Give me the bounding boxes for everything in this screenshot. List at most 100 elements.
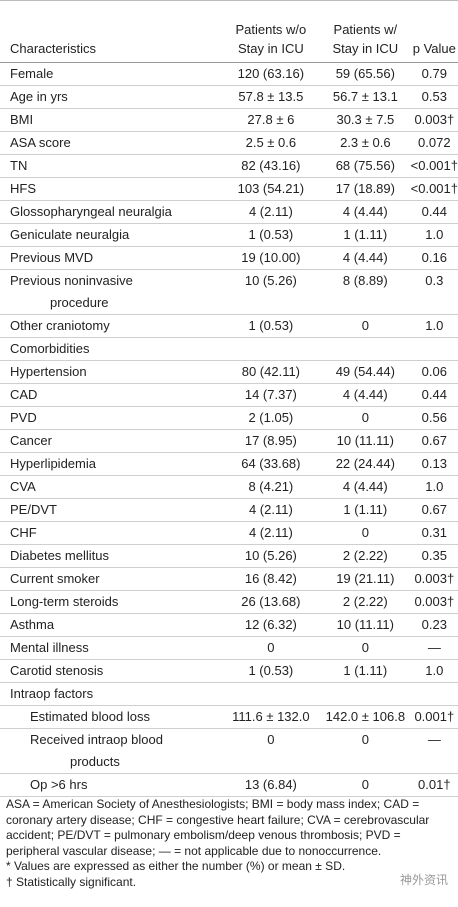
table-cell: 0.53 [410,85,458,109]
table-row: Previous MVD 19 (10.00) 4 (4.44) 0.16 [0,246,458,270]
table-cell: 0.01† [410,773,458,797]
table-cell: 2 (2.22) [320,590,411,614]
cell-line: Previous noninvasive [10,273,133,288]
watermark: 神外资讯 [399,873,448,887]
table-row: BMI 27.8 ± 6 30.3 ± 7.5 0.003† [0,108,458,132]
table-cell: 0.44 [410,200,458,224]
table-cell: Diabetes mellitus [0,544,222,568]
table-cell: 1 (0.53) [221,223,321,247]
cell-line: Stay in ICU [237,41,304,56]
table-cell [221,682,321,706]
table-cell: 19 (10.00) [221,246,321,270]
table-cell [221,337,321,361]
table-row: Diabetes mellitus 10 (5.26) 2 (2.22) 0.35 [0,544,458,568]
table-cell: Previous noninvasive procedure [0,269,222,315]
table-cell: 0 [320,728,411,774]
footnote: ASA = American Society of Anesthesiologi… [6,797,430,858]
cell-line: Characteristics [10,41,96,56]
table-row: Other craniotomy 1 (0.53) 0 1.0 [0,314,458,338]
table-cell: 0.003† [410,108,458,132]
table-cell: 120 (63.16) [221,62,321,86]
table-cell: 17 (18.89) [320,177,411,201]
table-row: CVA 8 (4.21) 4 (4.44) 1.0 [0,475,458,499]
table-cell: — [410,636,458,660]
table-row: Estimated blood loss 111.6 ± 132.0 142.0 ±… [0,705,458,729]
table-cell: Received intraop blood products [0,728,222,774]
table-cell: Op >6 hrs [0,773,222,797]
table-cell: 0 [320,636,411,660]
table-cell: 10 (11.11) [320,613,411,637]
table-cell: 0.003† [410,590,458,614]
table-cell: Asthma [0,613,222,637]
table-cell [410,682,458,706]
cell-line: procedure [50,295,109,310]
table-cell: Female [0,62,222,86]
table-row: Long-term steroids 26 (13.68) 2 (2.22) 0.00… [0,590,458,614]
table-cell: 0.23 [410,613,458,637]
table-cell: 4 (4.44) [320,246,411,270]
table-cell: 13 (6.84) [221,773,321,797]
table-cell: 1 (0.53) [221,659,321,683]
table-cell [320,682,411,706]
table-cell: Geniculate neuralgia [0,223,222,247]
table-cell: ASA score [0,131,222,155]
table-cell: 82 (43.16) [221,154,321,178]
table-cell: 1 (1.11) [320,498,411,522]
table-cell: 0 [320,406,411,430]
table-row: ASA score 2.5 ± 0.6 2.3 ± 0.6 0.072 [0,131,458,155]
table-row: Previous noninvasive procedure 10 (5.26) 8 … [0,269,458,315]
table-row: CHF 4 (2.11) 0 0.31 [0,521,458,545]
table-cell: CAD [0,383,222,407]
table-cell: 80 (42.11) [221,360,321,384]
table-cell [320,337,411,361]
table-cell: CVA [0,475,222,499]
table-row: Cancer 17 (8.95) 10 (11.11) 0.67 [0,429,458,453]
table-cell: 0.001† [410,705,458,729]
data-table: Characteristics Patients w/o Stay in ICU Pa… [0,0,458,797]
table-cell: 57.8 ± 13.5 [221,85,321,109]
table-cell: TN [0,154,222,178]
table-cell: 59 (65.56) [320,62,411,86]
table-cell: 0 [320,314,411,338]
table-cell: 0 [221,728,321,774]
table-cell: Age in yrs [0,85,222,109]
table-cell: 4 (2.11) [221,200,321,224]
table-row: Current smoker 16 (8.42) 19 (21.11) 0.003† [0,567,458,591]
table-cell: 68 (75.56) [320,154,411,178]
table-cell: 1.0 [410,223,458,247]
table-cell: 0.67 [410,429,458,453]
table-row: Op >6 hrs 13 (6.84) 0 0.01† [0,773,458,797]
table-cell: 0.3 [410,269,458,315]
table-cell: Cancer [0,429,222,453]
table-cell: 103 (54.21) [221,177,321,201]
table-cell: Other craniotomy [0,314,222,338]
table-cell: 1 (1.11) [320,223,411,247]
table-cell: 0 [320,521,411,545]
table-cell: 4 (4.44) [320,200,411,224]
table-cell: 30.3 ± 7.5 [320,108,411,132]
table-cell: Hypertension [0,360,222,384]
table-cell: Mental illness [0,636,222,660]
cell-line: Received intraop blood [30,732,163,747]
table-cell: Glossopharyngeal neuralgia [0,200,222,224]
table-cell: PVD [0,406,222,430]
cell-line: Patients w/ [333,22,398,37]
table-cell: 14 (7.37) [221,383,321,407]
table-cell: 2.5 ± 0.6 [221,131,321,155]
table-row: PVD 2 (1.05) 0 0.56 [0,406,458,430]
table-row: Geniculate neuralgia 1 (0.53) 1 (1.11) 1.0 [0,223,458,247]
table-cell: 1.0 [410,314,458,338]
table-cell: <0.001† [410,177,458,201]
table-cell: 49 (54.44) [320,360,411,384]
table-cell: 0.13 [410,452,458,476]
table-cell: 0.31 [410,521,458,545]
table-cell: 2 (1.05) [221,406,321,430]
table-cell: Hyperlipidemia [0,452,222,476]
table-row: Hyperlipidemia 64 (33.68) 22 (24.44) 0.13 [0,452,458,476]
table-cell: 16 (8.42) [221,567,321,591]
table-cell: 8 (8.89) [320,269,411,315]
table-row: Comorbidities [0,337,458,361]
table-cell: 0.16 [410,246,458,270]
table-cell: 0.35 [410,544,458,568]
